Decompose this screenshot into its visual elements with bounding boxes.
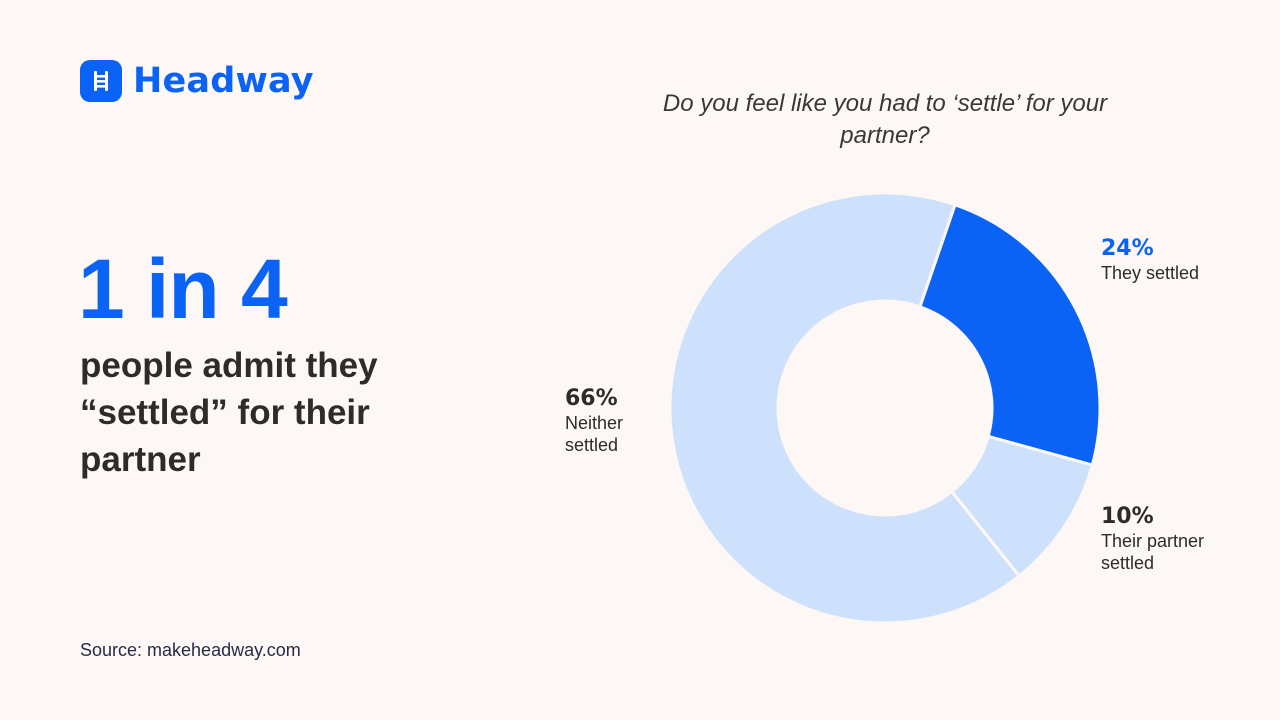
donut-segment-neither-settled xyxy=(668,191,1021,625)
label-desc: Neither settled xyxy=(565,413,624,455)
label-partner-settled: 10% Their partner settled xyxy=(1101,504,1231,574)
headline-text: people admit they “settled” for their pa… xyxy=(80,346,378,479)
label-they-settled: 24% They settled xyxy=(1101,236,1199,284)
label-pct: 24% xyxy=(1101,236,1154,261)
donut-segment-they-settled xyxy=(918,203,1102,467)
label-desc: Their partner settled xyxy=(1101,531,1205,573)
chart-title: Do you feel like you had to ‘settle’ for… xyxy=(662,90,1108,149)
ladder-icon xyxy=(80,60,122,102)
label-pct: 10% xyxy=(1101,504,1154,529)
headline-stat: 1 in 4 xyxy=(78,242,288,336)
label-desc: They settled xyxy=(1101,263,1200,283)
brand-name: Headway xyxy=(133,61,314,101)
label-neither-settled: 66% Neither settled xyxy=(565,386,655,456)
source-note: Source: makeheadway.com xyxy=(80,640,301,660)
brand-logo: Headway xyxy=(80,60,314,102)
label-pct: 66% xyxy=(565,386,618,411)
